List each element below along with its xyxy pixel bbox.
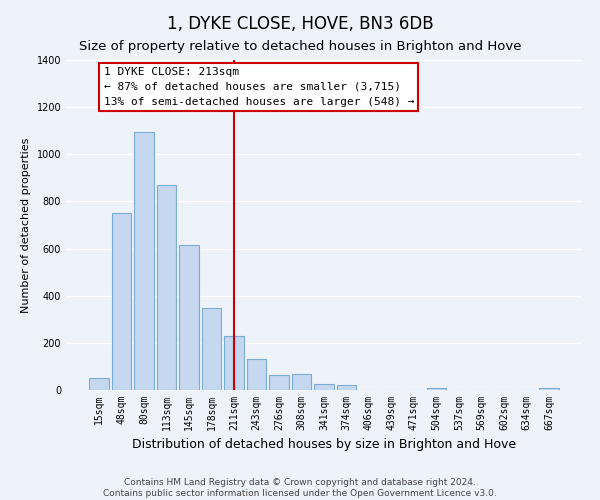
- Text: 1 DYKE CLOSE: 213sqm
← 87% of detached houses are smaller (3,715)
13% of semi-de: 1 DYKE CLOSE: 213sqm ← 87% of detached h…: [104, 67, 414, 106]
- Bar: [89, 378, 109, 390]
- Bar: [337, 386, 356, 390]
- Bar: [292, 374, 311, 390]
- Bar: [134, 132, 154, 390]
- Bar: [179, 245, 199, 390]
- Bar: [157, 185, 176, 390]
- Text: Contains HM Land Registry data © Crown copyright and database right 2024.
Contai: Contains HM Land Registry data © Crown c…: [103, 478, 497, 498]
- Bar: [314, 384, 334, 390]
- Bar: [202, 308, 221, 390]
- Bar: [112, 213, 131, 390]
- Bar: [247, 360, 266, 390]
- Bar: [427, 388, 446, 390]
- Bar: [269, 374, 289, 390]
- Bar: [539, 388, 559, 390]
- Y-axis label: Number of detached properties: Number of detached properties: [21, 138, 31, 312]
- X-axis label: Distribution of detached houses by size in Brighton and Hove: Distribution of detached houses by size …: [132, 438, 516, 452]
- Text: 1, DYKE CLOSE, HOVE, BN3 6DB: 1, DYKE CLOSE, HOVE, BN3 6DB: [167, 15, 433, 33]
- Bar: [224, 336, 244, 390]
- Text: Size of property relative to detached houses in Brighton and Hove: Size of property relative to detached ho…: [79, 40, 521, 53]
